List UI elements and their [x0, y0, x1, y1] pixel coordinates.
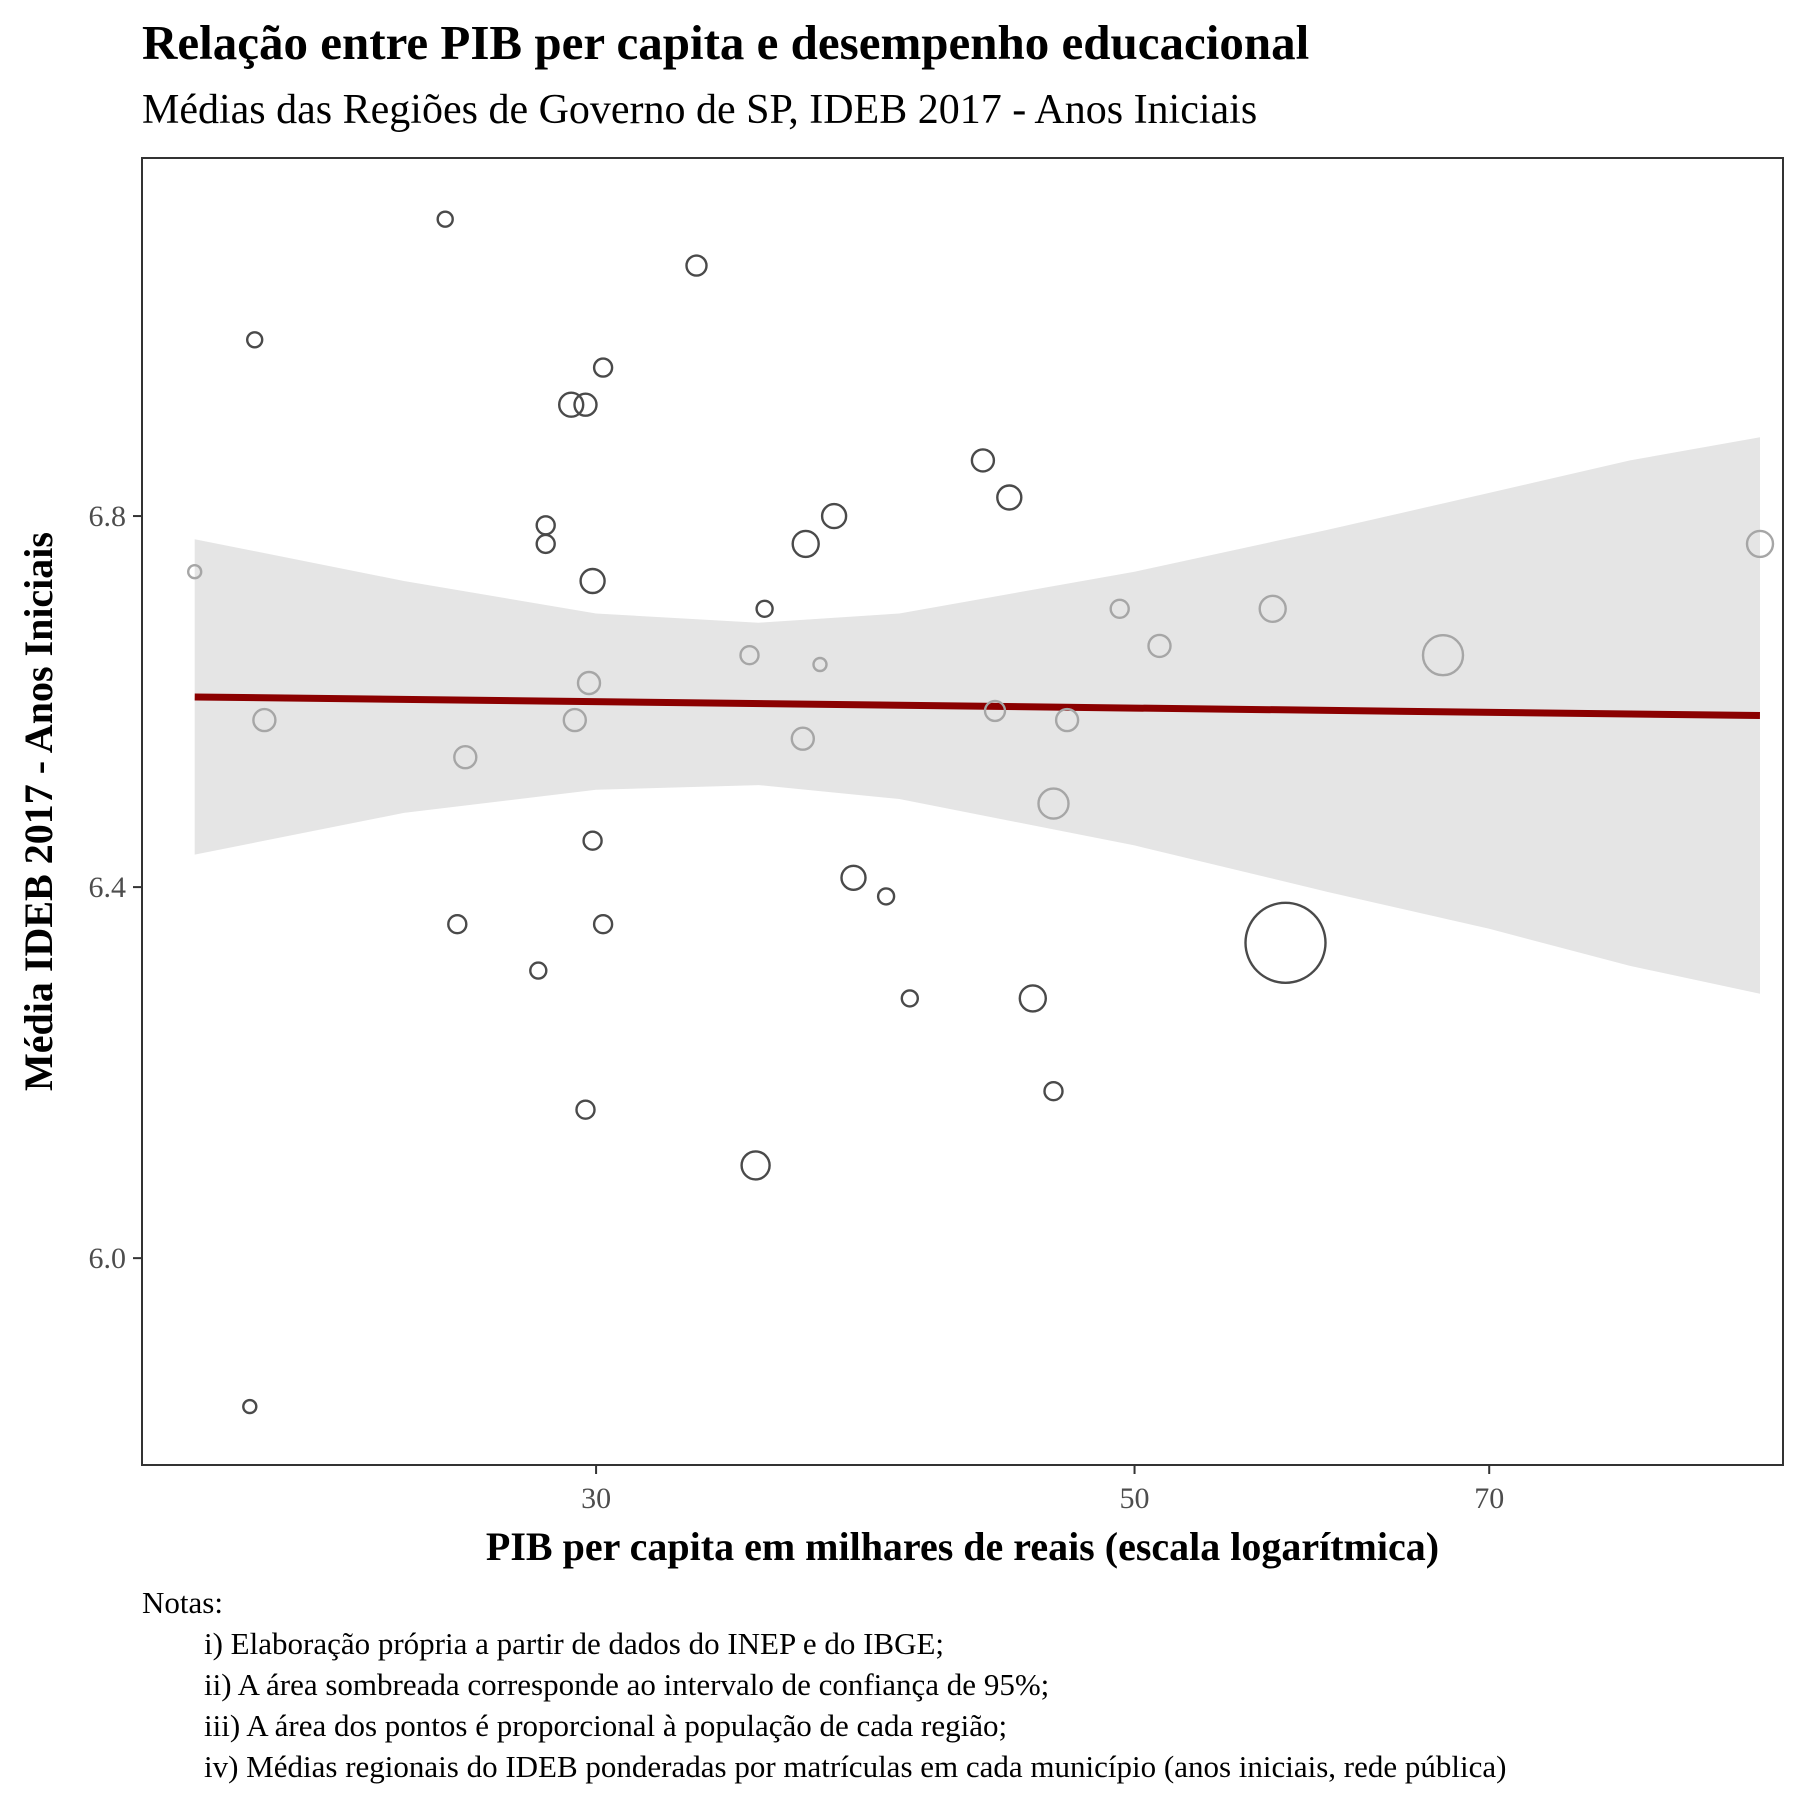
- scatter-point: [685, 254, 708, 277]
- scatter-point: [579, 567, 606, 595]
- scatter-point: [529, 961, 548, 980]
- scatter-point: [1018, 984, 1048, 1013]
- y-axis-title: Média IDEB 2017 - Anos Iniciais: [16, 532, 61, 1091]
- scatter-point: [535, 515, 556, 536]
- chart-subtitle: Médias das Regiões de Governo de SP, IDE…: [142, 87, 1258, 133]
- x-tick-label: 30: [581, 1482, 611, 1515]
- scatter-point: [1244, 901, 1327, 984]
- scatter-point: [1037, 787, 1070, 820]
- scatter-point: [876, 887, 896, 906]
- scatter-point: [582, 830, 603, 851]
- scatter-point: [592, 357, 614, 378]
- x-axis-title: PIB per capita em milhares de reais (esc…: [486, 1524, 1439, 1569]
- scatter-point: [447, 914, 468, 935]
- scatter-point: [592, 914, 614, 935]
- notes-heading: Notas:: [142, 1585, 223, 1620]
- x-tick-label: 50: [1120, 1482, 1150, 1515]
- scatter-point: [739, 645, 760, 666]
- scatter-plot: 30 50 70 6.0 6.4 6.8 PIB per capita em milha…: [16, 157, 1784, 1569]
- chart-title: Relação entre PIB per capita e desempenh…: [142, 15, 1310, 70]
- scatter-point: [820, 502, 848, 530]
- x-axis: 30 50 70: [581, 1465, 1504, 1515]
- scatter-point: [562, 707, 587, 733]
- scatter-point: [970, 448, 996, 473]
- y-tick-label: 6.8: [89, 500, 127, 533]
- scatter-point: [575, 1099, 596, 1120]
- scatter-point: [245, 331, 264, 349]
- scatter-point: [812, 656, 828, 673]
- regression-line: [194, 693, 1761, 719]
- scatter-point: [1054, 707, 1080, 733]
- plot-panel-border: [141, 157, 1784, 1466]
- points-layer: [186, 210, 1775, 1415]
- note-item: iv) Médias regionais do IDEB ponderadas …: [204, 1749, 1507, 1784]
- scatter-point: [791, 529, 820, 559]
- scatter-point: [1109, 598, 1130, 619]
- scatter-point: [573, 392, 598, 417]
- scatter-point: [900, 989, 919, 1008]
- scatter-point: [186, 564, 203, 580]
- scatter-point: [436, 210, 454, 228]
- note-item: ii) A área sombreada corresponde ao inte…: [204, 1667, 1050, 1702]
- scatter-point: [755, 599, 774, 618]
- x-tick-label: 70: [1474, 1482, 1504, 1515]
- y-tick-label: 6.0: [89, 1242, 127, 1275]
- notes: Notas: i) Elaboração própria a partir de…: [142, 1582, 1506, 1787]
- confidence-band: [194, 437, 1761, 994]
- scatter-point: [453, 745, 478, 770]
- scatter-point: [983, 699, 1007, 723]
- scatter-point: [1745, 529, 1775, 559]
- scatter-point: [790, 726, 815, 751]
- scatter-point: [740, 1150, 771, 1181]
- scatter-point: [1043, 1080, 1064, 1102]
- scatter-point: [558, 391, 585, 418]
- note-item: i) Elaboração própria a partir de dados …: [204, 1626, 945, 1661]
- scatter-point: [535, 533, 556, 555]
- scatter-point: [576, 670, 602, 696]
- scatter-point: [1421, 634, 1465, 677]
- scatter-point: [1147, 633, 1172, 659]
- scatter-point: [996, 484, 1023, 511]
- note-item: iii) A área dos pontos é proporcional à …: [204, 1708, 1008, 1743]
- scatter-point: [840, 864, 867, 891]
- scatter-point: [252, 707, 277, 733]
- y-axis: 6.0 6.4 6.8: [89, 500, 142, 1275]
- y-tick-label: 6.4: [89, 871, 127, 904]
- scatter-point: [242, 1398, 258, 1415]
- scatter-point: [1258, 594, 1287, 623]
